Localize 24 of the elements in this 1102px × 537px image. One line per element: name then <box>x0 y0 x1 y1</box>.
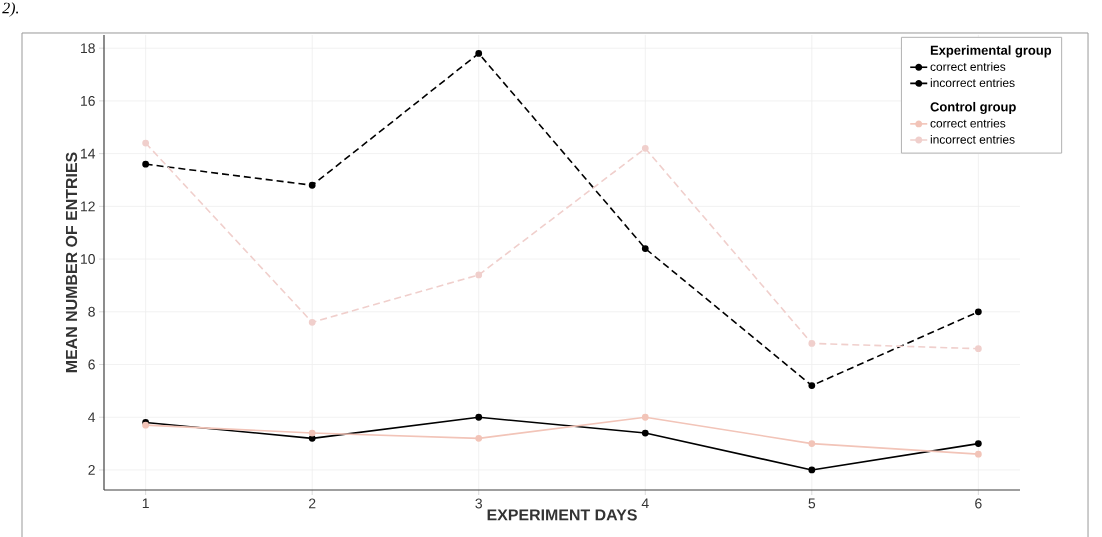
y-tick-label: 16 <box>81 95 95 106</box>
y-tick-label: 8 <box>88 306 95 317</box>
annotation: Experimental group <box>930 45 1052 58</box>
x-tick-label: 3 <box>475 498 482 509</box>
y-tick-label: 18 <box>81 43 95 54</box>
x-tick-label: 2 <box>309 498 316 509</box>
y-axis-title: MEAN NUMBER OF ENTRIES <box>65 152 78 373</box>
legend-label: correct entries <box>930 118 1006 128</box>
y-tick-label: 14 <box>81 148 96 159</box>
y-tick-label: 2 <box>88 465 95 475</box>
y-tick-label: 12 <box>81 201 95 212</box>
x-axis-title: EXPERIMENT DAYS <box>487 509 637 521</box>
legend-label: incorrect entries <box>930 134 1015 144</box>
text: 2). <box>2 2 19 17</box>
y-tick-label: 6 <box>88 359 95 370</box>
x-tick-label: 6 <box>975 498 982 509</box>
x-tick-label: 5 <box>808 498 816 509</box>
legend-label: incorrect entries <box>930 78 1015 88</box>
annotation: Control group <box>930 101 1016 115</box>
y-tick-label: 10 <box>81 254 95 265</box>
x-tick-label: 1 <box>142 498 149 509</box>
x-tick-label: 4 <box>641 498 649 509</box>
legend-label: correct entries <box>930 62 1006 71</box>
y-tick-label: 4 <box>88 412 96 423</box>
